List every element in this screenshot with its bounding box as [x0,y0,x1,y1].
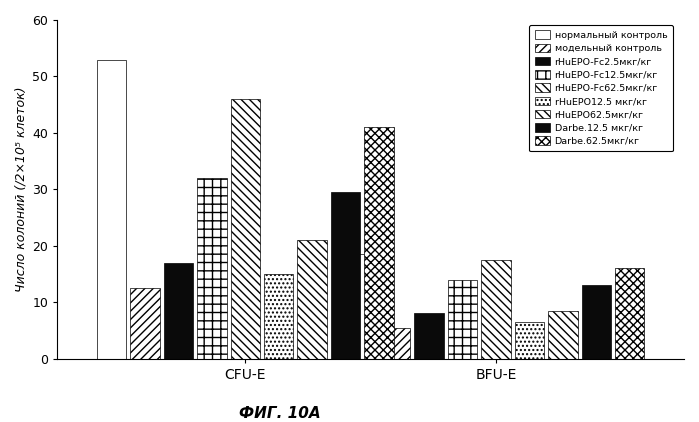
Bar [347,254,377,359]
Text: ФИГ. 10А: ФИГ. 10А [239,406,320,421]
Bar [448,280,477,359]
Bar [415,314,444,359]
Bar [615,268,644,359]
Bar [164,263,193,359]
Bar [582,285,611,359]
Bar [231,99,260,359]
Bar [96,60,127,359]
Bar [264,274,294,359]
Bar [130,288,159,359]
Bar [197,178,226,359]
Legend: нормальный контроль, модельный контроль, rHuEPO-Fc2.5мкг/кг, rHuEPO-Fc12.5мкг/кг: нормальный контроль, модельный контроль,… [529,25,673,151]
Bar [481,260,511,359]
Bar [514,322,544,359]
Bar [297,240,327,359]
Bar [381,327,410,359]
Y-axis label: Число колоний (/2×10⁵ клеток): Число колоний (/2×10⁵ клеток) [15,87,28,292]
Bar [331,192,360,359]
Bar [548,311,577,359]
Bar [364,127,394,359]
